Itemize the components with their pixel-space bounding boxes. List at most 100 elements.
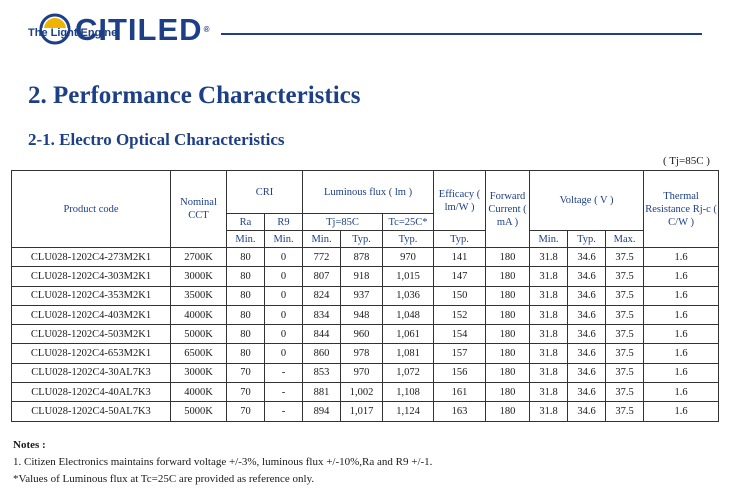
cell-thermal-resistance: 1.6	[643, 362, 720, 384]
cell-flux-tj-typ: 937	[340, 285, 384, 306]
cell-product-code: CLU028-1202C4-273M2K1	[11, 246, 171, 268]
cell-voltage-min: 31.8	[529, 304, 569, 326]
table-row: CLU028-1202C4-303M2K1 3000K 80 0 807 918…	[11, 266, 720, 287]
cell-voltage-min: 31.8	[529, 382, 569, 403]
header-voltage-min: Min.	[529, 230, 569, 248]
cell-efficacy: 141	[433, 246, 487, 268]
cell-efficacy: 152	[433, 304, 487, 326]
cell-efficacy: 147	[433, 266, 487, 287]
cell-r9: 0	[263, 266, 304, 287]
header-flux-tc-typ: Typ.	[382, 230, 435, 248]
cell-r9: -	[263, 382, 304, 403]
cell-voltage-min: 31.8	[529, 266, 569, 287]
header-tj85: Tj=85C	[302, 213, 384, 231]
cell-voltage-min: 31.8	[529, 343, 569, 364]
cell-forward-current: 180	[485, 304, 531, 326]
cell-voltage-max: 37.5	[605, 362, 645, 384]
cell-product-code: CLU028-1202C4-40AL7K3	[11, 382, 171, 403]
cell-product-code: CLU028-1202C4-50AL7K3	[11, 401, 171, 422]
cell-r9: 0	[263, 304, 304, 326]
cell-efficacy: 156	[433, 362, 487, 384]
cell-voltage-typ: 34.6	[567, 401, 607, 422]
cell-forward-current: 180	[485, 382, 531, 403]
cell-voltage-typ: 34.6	[567, 304, 607, 326]
cell-voltage-max: 37.5	[605, 285, 645, 306]
header-efficacy-typ: Typ.	[433, 230, 487, 248]
cell-voltage-typ: 34.6	[567, 266, 607, 287]
header-forward-current: Forward Current ( mA )	[485, 170, 531, 248]
cell-flux-tj-min: 824	[302, 285, 342, 306]
cell-flux-tc-typ: 1,048	[382, 304, 435, 326]
header-ra: Ra	[226, 213, 265, 231]
cell-forward-current: 180	[485, 285, 531, 306]
table-row: CLU028-1202C4-30AL7K3 3000K 70 - 853 970…	[11, 362, 720, 384]
cell-r9: 0	[263, 324, 304, 345]
cell-r9: -	[263, 401, 304, 422]
cell-voltage-max: 37.5	[605, 304, 645, 326]
cell-thermal-resistance: 1.6	[643, 401, 720, 422]
cell-flux-tj-min: 853	[302, 362, 342, 384]
cell-forward-current: 180	[485, 401, 531, 422]
cell-voltage-typ: 34.6	[567, 324, 607, 345]
header-tc25: Tc=25C*	[382, 213, 435, 231]
cell-voltage-max: 37.5	[605, 246, 645, 268]
cell-cct: 5000K	[170, 401, 227, 422]
header-r9: R9	[263, 213, 304, 231]
cell-efficacy: 157	[433, 343, 487, 364]
cell-voltage-max: 37.5	[605, 401, 645, 422]
cell-forward-current: 180	[485, 246, 531, 268]
cell-product-code: CLU028-1202C4-403M2K1	[11, 304, 171, 326]
cell-flux-tc-typ: 1,081	[382, 343, 435, 364]
table-row: CLU028-1202C4-50AL7K3 5000K 70 - 894 1,0…	[11, 401, 720, 422]
brand-name: CITILED®	[75, 13, 210, 47]
cell-r9: 0	[263, 285, 304, 306]
cell-flux-tj-typ: 1,002	[340, 382, 384, 403]
cell-flux-tc-typ: 1,015	[382, 266, 435, 287]
notes-section: Notes : 1. Citizen Electronics maintains…	[13, 437, 432, 488]
brand-logo: CITILED®	[38, 12, 218, 56]
table-row: CLU028-1202C4-503M2K1 5000K 80 0 844 960…	[11, 324, 720, 345]
cell-cct: 6500K	[170, 343, 227, 364]
subsection-title: 2-1. Electro Optical Characteristics	[28, 130, 285, 149]
cell-cct: 2700K	[170, 246, 227, 268]
header-efficacy: Efficacy ( lm/W )	[433, 170, 487, 231]
cell-flux-tc-typ: 1,124	[382, 401, 435, 422]
header-divider	[221, 33, 702, 35]
cell-thermal-resistance: 1.6	[643, 343, 720, 364]
cell-voltage-typ: 34.6	[567, 285, 607, 306]
registered-mark: ®	[203, 25, 211, 34]
cell-thermal-resistance: 1.6	[643, 285, 720, 306]
cell-forward-current: 180	[485, 266, 531, 287]
cell-flux-tj-typ: 918	[340, 266, 384, 287]
cell-cct: 5000K	[170, 324, 227, 345]
header-product-code: Product code	[11, 170, 171, 248]
cell-voltage-typ: 34.6	[567, 343, 607, 364]
cell-thermal-resistance: 1.6	[643, 266, 720, 287]
cell-flux-tj-min: 844	[302, 324, 342, 345]
cell-ra: 80	[226, 324, 265, 345]
condition-note: ( Tj=85C )	[663, 155, 710, 167]
brand-tagline: The Light Engine	[28, 27, 118, 39]
cell-voltage-min: 31.8	[529, 246, 569, 268]
cell-ra: 70	[226, 382, 265, 403]
cell-efficacy: 150	[433, 285, 487, 306]
cell-cct: 4000K	[170, 304, 227, 326]
header-voltage: Voltage ( V )	[529, 170, 645, 231]
cell-voltage-min: 31.8	[529, 285, 569, 306]
cell-voltage-max: 37.5	[605, 382, 645, 403]
logo-emblem-icon	[39, 13, 71, 45]
cell-forward-current: 180	[485, 324, 531, 345]
electro-optical-table: Product code Nominal CCT CRI Luminous fl…	[11, 170, 720, 422]
header-voltage-typ: Typ.	[567, 230, 607, 248]
cell-efficacy: 161	[433, 382, 487, 403]
table-row: CLU028-1202C4-40AL7K3 4000K 70 - 881 1,0…	[11, 382, 720, 403]
cell-product-code: CLU028-1202C4-503M2K1	[11, 324, 171, 345]
cell-flux-tj-min: 834	[302, 304, 342, 326]
cell-flux-tj-min: 807	[302, 266, 342, 287]
cell-r9: 0	[263, 343, 304, 364]
cell-ra: 80	[226, 285, 265, 306]
cell-ra: 80	[226, 266, 265, 287]
cell-thermal-resistance: 1.6	[643, 246, 720, 268]
note-line: 1. Citizen Electronics maintains forward…	[13, 456, 433, 468]
header-voltage-max: Max.	[605, 230, 645, 248]
